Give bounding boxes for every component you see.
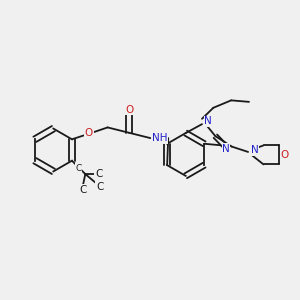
Text: N: N xyxy=(251,146,259,155)
Text: C: C xyxy=(79,184,87,194)
Text: C: C xyxy=(76,164,82,172)
Text: N: N xyxy=(204,116,212,126)
Text: O: O xyxy=(125,105,133,115)
Text: O: O xyxy=(280,150,289,160)
Text: NH: NH xyxy=(152,133,167,143)
Text: C: C xyxy=(95,169,102,179)
Text: N: N xyxy=(222,144,230,154)
Text: O: O xyxy=(85,128,93,138)
Text: C: C xyxy=(96,182,103,192)
